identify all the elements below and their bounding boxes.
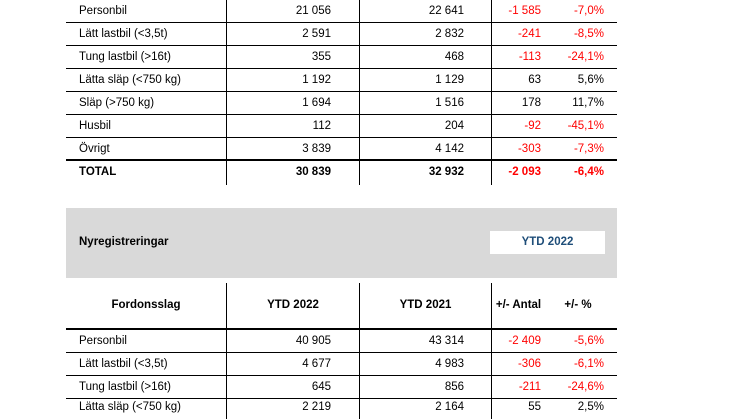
value-current: 355 — [311, 51, 331, 63]
vehicle-type: Tung lastbil (>16t) — [79, 51, 171, 63]
table-row: Tung lastbil (>16t) 645 856 -211 -24,6% — [0, 376, 746, 399]
header-ytd-current: YTD 2022 — [267, 299, 319, 311]
diff-percent: 2,5% — [577, 401, 604, 413]
table-row: Tung lastbil (>16t) 355 468 -113 -24,1% — [0, 46, 746, 69]
diff-percent: 5,6% — [577, 74, 604, 86]
diff-count: -211 — [518, 381, 541, 393]
diff-count: -303 — [517, 143, 541, 155]
value-previous: 468 — [444, 51, 464, 63]
value-previous: 1 129 — [435, 74, 464, 86]
value-previous: 1 516 — [435, 97, 464, 109]
value-previous: 22 641 — [428, 5, 464, 17]
header-vehicle-type: Fordonsslag — [111, 299, 181, 311]
diff-percent: -24,6% — [567, 381, 604, 393]
diff-count: 178 — [521, 97, 541, 109]
header-ytd-previous: YTD 2021 — [399, 299, 452, 311]
vehicle-type: Personbil — [79, 5, 127, 17]
diff-percent: -45,1% — [567, 120, 604, 132]
table-row: Husbil 112 204 -92 -45,1% — [0, 115, 746, 138]
section-title: Nyregistreringar — [79, 236, 169, 248]
total-previous: 32 932 — [428, 166, 464, 178]
value-current: 4 677 — [302, 358, 331, 370]
diff-percent: -5,6% — [573, 335, 604, 347]
table-row: Lätt lastbil (<3,5t) 4 677 4 983 -306 -6… — [0, 353, 746, 376]
value-current: 2 219 — [302, 401, 331, 413]
value-current: 2 591 — [302, 28, 331, 40]
value-current: 645 — [311, 381, 331, 393]
value-previous: 2 832 — [435, 28, 464, 40]
diff-count: -113 — [518, 51, 541, 63]
total-label: TOTAL — [79, 166, 117, 178]
value-previous: 4 983 — [435, 358, 464, 370]
diff-percent: -24,1% — [567, 51, 604, 63]
value-current: 40 905 — [295, 335, 331, 347]
value-previous: 4 142 — [435, 143, 464, 155]
diff-count: -92 — [524, 120, 541, 132]
column-divider — [226, 0, 227, 185]
diff-count: -2 409 — [508, 335, 541, 347]
table-row: Lätt lastbil (<3,5t) 2 591 2 832 -241 -8… — [0, 23, 746, 46]
table-row: Personbil 21 056 22 641 -1 585 -7,0% — [0, 0, 746, 23]
column-divider — [359, 0, 360, 185]
table-row: Personbil 40 905 43 314 -2 409 -5,6% — [0, 330, 746, 353]
value-previous: 856 — [444, 381, 464, 393]
value-previous: 204 — [444, 120, 464, 132]
column-divider — [226, 283, 227, 419]
diff-percent: -7,3% — [573, 143, 604, 155]
diff-percent: -8,5% — [573, 28, 604, 40]
value-previous: 2 164 — [435, 401, 464, 413]
value-current: 112 — [312, 120, 331, 132]
column-divider — [491, 283, 492, 419]
vehicle-type: Lätt lastbil (<3,5t) — [79, 28, 168, 40]
period-label: YTD 2022 — [490, 231, 605, 254]
diff-count: -306 — [517, 358, 541, 370]
value-current: 3 839 — [302, 143, 331, 155]
column-divider — [359, 283, 360, 419]
vehicle-type: Tung lastbil (>16t) — [79, 381, 171, 393]
vehicle-type: Lätta släp (<750 kg) — [79, 401, 181, 413]
value-current: 21 056 — [295, 5, 331, 17]
total-diff-percent: -6,4% — [573, 166, 604, 178]
vehicle-type: Lätta släp (<750 kg) — [79, 74, 181, 86]
value-current: 1 694 — [302, 97, 331, 109]
diff-count: 63 — [528, 74, 541, 86]
column-divider — [491, 0, 492, 185]
diff-count: 55 — [528, 401, 541, 413]
vehicle-type: Övrigt — [79, 143, 110, 155]
diff-percent: -6,1% — [573, 358, 604, 370]
total-diff-count: -2 093 — [508, 166, 541, 178]
header-diff-count: +/- Antal — [495, 299, 542, 311]
value-current: 1 192 — [302, 74, 331, 86]
diff-percent: 11,7% — [572, 97, 604, 109]
table-row: Övrigt 3 839 4 142 -303 -7,3% — [0, 138, 746, 161]
table-row: Lätta släp (<750 kg) 1 192 1 129 63 5,6% — [0, 69, 746, 92]
table-row: Lätta släp (<750 kg) 2 219 2 164 55 2,5% — [0, 396, 746, 419]
diff-count: -1 585 — [508, 5, 541, 17]
vehicle-type: Lätt lastbil (<3,5t) — [79, 358, 168, 370]
diff-percent: -7,0% — [573, 5, 604, 17]
header-diff-percent: +/- % — [564, 299, 592, 311]
value-previous: 43 314 — [428, 335, 464, 347]
vehicle-type: Personbil — [79, 335, 127, 347]
vehicle-type: Släp (>750 kg) — [79, 97, 155, 109]
vehicle-type: Husbil — [79, 120, 111, 132]
diff-count: -241 — [517, 28, 541, 40]
table-row: Släp (>750 kg) 1 694 1 516 178 11,7% — [0, 92, 746, 115]
total-current: 30 839 — [295, 166, 331, 178]
table-total-row: TOTAL 30 839 32 932 -2 093 -6,4% — [0, 161, 746, 184]
